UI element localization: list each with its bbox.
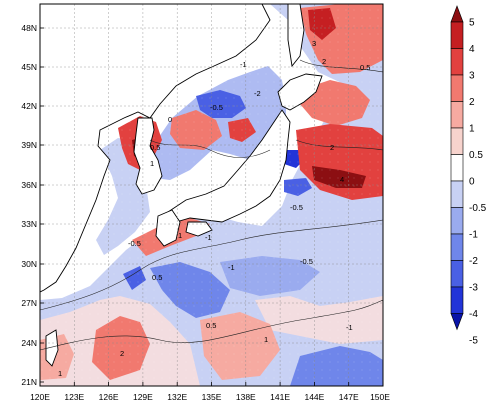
lat-tick-label: 42N (21, 101, 37, 111)
colorbar-label: -3 (469, 283, 478, 294)
latitude-labels: 48N 45N 42N 39N 36N 33N 30N 27N 24N 21N (21, 23, 37, 387)
lat-tick-label: 24N (21, 338, 37, 348)
contour-lines (40, 59, 383, 351)
lat-tick-label: 30N (21, 259, 37, 269)
lon-tick-label: 120E (30, 392, 50, 402)
tick-marks (39, 27, 384, 386)
lat-tick-label: 45N (21, 62, 37, 72)
lat-tick-label: 33N (21, 219, 37, 229)
contour-label: 1 (58, 369, 62, 378)
colorbar-swatch (450, 21, 464, 49)
contour-label: 0.5 (152, 273, 162, 282)
colorbar-label: -5 (469, 336, 478, 347)
land-sakhalin (287, 4, 305, 68)
colorbar-label: -2 (469, 256, 478, 267)
colorbar-swatch (450, 74, 464, 102)
colorbar-top-arrow (450, 5, 464, 23)
contour-label: 2 (120, 349, 124, 358)
land-kyushu (155, 209, 181, 247)
lon-tick-label: 147E (339, 392, 359, 402)
colorbar-label: -0.5 (469, 203, 487, 214)
contour-label: -2 (254, 89, 261, 98)
lon-tick-label: 123E (64, 392, 84, 402)
colorbar-label: 2 (469, 97, 475, 108)
colorbar-swatch (450, 101, 464, 129)
lat-tick-label: 48N (21, 23, 37, 33)
lat-tick-label: 36N (21, 180, 37, 190)
colorbar-label: 5 (469, 18, 475, 29)
colorbar-swatch (450, 260, 464, 288)
land-hokkaido (277, 73, 323, 111)
colorbar-swatch (450, 127, 464, 155)
contour-label: -1 (228, 263, 235, 272)
contour-label: 0 (168, 115, 172, 124)
colorbar-swatch (450, 207, 464, 235)
lon-tick-label: 141E (270, 392, 290, 402)
colorbar-label: 1 (469, 124, 475, 135)
contour-label: -1 (346, 323, 353, 332)
lat-tick-label: 27N (21, 298, 37, 308)
contour-label: 0.5 (206, 321, 216, 330)
lon-tick-label: 126E (99, 392, 119, 402)
colorbar-swatch (450, 48, 464, 76)
colorbar-swatch (450, 180, 464, 208)
contour-label: 1 (150, 159, 154, 168)
colorbar-swatch (450, 286, 464, 314)
contour-label: 1 (264, 335, 268, 344)
longitude-labels: 120E 123E 126E 129E 132E 135E 138E 141E … (30, 392, 390, 402)
contour-label: -0.5 (290, 203, 303, 212)
contour-label-group: -1 -0.5 0 0.5 1 2 3 -2 0.5 -1 1 -0.5 0.5… (58, 39, 370, 378)
land-shikoku (185, 221, 213, 237)
colorbar-label: -4 (469, 309, 478, 320)
contour-label: 2 (330, 143, 334, 152)
colorbar-label: 0 (469, 177, 475, 188)
colorbar-label: 3 (469, 71, 475, 82)
contour-label: -0.5 (128, 239, 141, 248)
land-korea (133, 117, 163, 195)
lon-tick-label: 150E (370, 392, 390, 402)
lon-tick-label: 129E (133, 392, 153, 402)
contour-label: 4 (340, 175, 344, 184)
colorbar-swatch (450, 233, 464, 261)
contour-label: -1 (205, 233, 212, 242)
land-asia (40, 4, 271, 293)
contour-label: -1 (240, 60, 247, 69)
contour-label: 3 (312, 39, 316, 48)
contour-label: 1 (178, 231, 182, 240)
lat-tick-label: 21N (21, 377, 37, 387)
contour-label: 2 (322, 57, 326, 66)
colorbar-label: 4 (469, 44, 475, 55)
lat-tick-label: 39N (21, 140, 37, 150)
contour-label: -0.5 (210, 103, 223, 112)
contour-label: 0.5 (150, 143, 160, 152)
graticule (40, 4, 383, 386)
lon-tick-label: 132E (167, 392, 187, 402)
lon-tick-label: 138E (236, 392, 256, 402)
colorbar-bottom-arrow (450, 313, 464, 331)
land-taiwan (45, 329, 59, 367)
colorbar-swatch (450, 154, 464, 182)
lon-tick-label: 135E (202, 392, 222, 402)
contour-label: -0.5 (300, 257, 313, 266)
colorbar: 5 4 3 2 1 0.5 0 -0.5 -1 -2 -3 -4 -5 (450, 5, 487, 347)
colorbar-label: -1 (469, 230, 478, 241)
lon-tick-label: 144E (304, 392, 324, 402)
contour-label: 0.5 (360, 63, 370, 72)
colorbar-label: 0.5 (469, 150, 483, 161)
